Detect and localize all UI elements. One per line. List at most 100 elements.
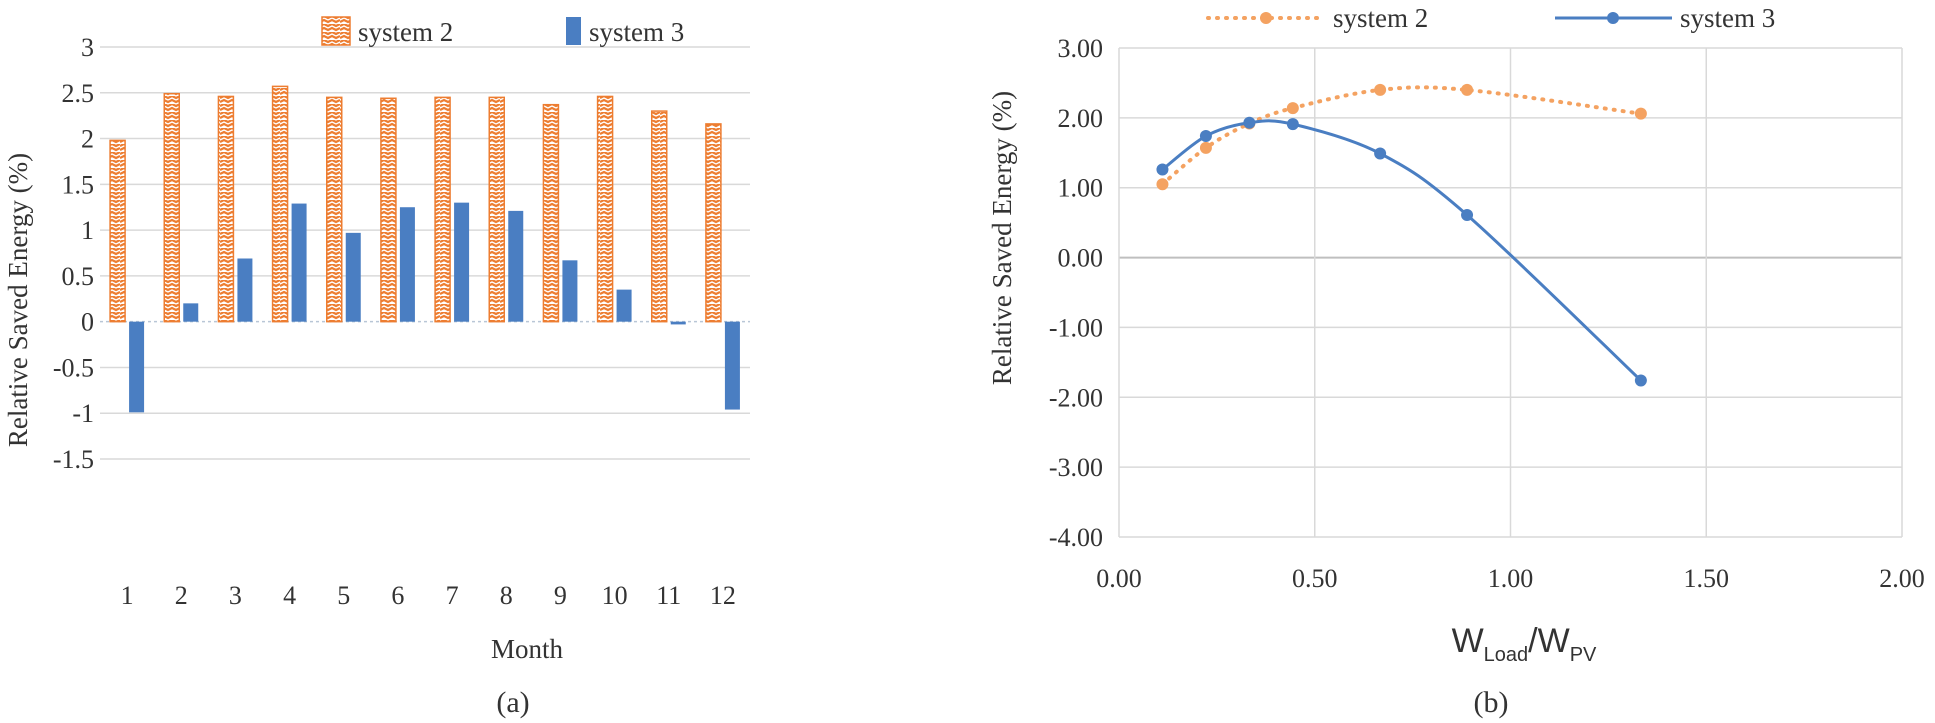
x-tick-label: 1.00 — [1488, 564, 1534, 593]
y-tick-label: -3.00 — [1049, 453, 1103, 482]
bar-system-2 — [542, 103, 560, 323]
y-tick-label: 0.5 — [62, 262, 95, 291]
y-tick-label: -1.5 — [53, 445, 94, 474]
bar-system-2 — [163, 92, 180, 323]
marker-system-2 — [1374, 83, 1387, 96]
legend-label-system-3-b: system 3 — [1680, 3, 1775, 33]
x-tick-label: 4 — [283, 581, 296, 610]
bar-system-3 — [670, 321, 686, 325]
chart-a-caption: (a) — [496, 686, 529, 719]
legend-label-system-2-b: system 2 — [1333, 3, 1428, 33]
bar-system-3 — [616, 289, 632, 322]
chart-a-monthly-bar: 32.521.510.50-0.5-1-1.5 1 2 3 4 5 6 7 8 9 10 11 12 … — [3, 16, 750, 719]
y-tick-label: 0.00 — [1058, 244, 1104, 273]
x-tick-label: 6 — [391, 581, 404, 610]
legend-label-system-3: system 3 — [589, 17, 684, 47]
bar-system-3 — [237, 258, 253, 322]
chart-b-legend: system 2 system 3 — [1206, 3, 1775, 33]
chart-b-x-tick-labels: 0.00 0.50 1.00 1.50 2.00 — [1096, 564, 1925, 593]
x-tick-label: 8 — [500, 581, 513, 610]
chart-b-x-axis-title: WLoad/WPV — [1452, 622, 1597, 666]
chart-b-y-tick-labels: 3.00 2.00 1.00 0.00 -1.00 -2.00 -3.00 -4.00 — [1049, 34, 1103, 552]
x-tick-label: 1 — [121, 581, 134, 610]
bar-system-3 — [183, 303, 199, 322]
x-tick-label: 0.00 — [1096, 564, 1142, 593]
bar-system-3 — [129, 321, 145, 413]
legend-swatch-system-2 — [321, 16, 351, 46]
bar-system-3 — [508, 210, 524, 322]
marker-system-2 — [1156, 178, 1169, 191]
x-tick-label: 2.00 — [1879, 564, 1925, 593]
y-tick-label: 2.00 — [1058, 104, 1104, 133]
y-tick-label: -4.00 — [1049, 523, 1103, 552]
chart-a-gridlines — [100, 46, 750, 460]
bar-system-3 — [291, 203, 307, 322]
marker-system-3 — [1243, 116, 1256, 129]
marker-system-3 — [1199, 130, 1212, 143]
bar-system-2 — [705, 123, 722, 323]
bar-system-2 — [271, 85, 289, 323]
y-tick-label: -0.5 — [53, 353, 94, 382]
y-tick-label: -1.00 — [1049, 313, 1103, 342]
line-system-2 — [1160, 85, 1643, 187]
bar-system-3 — [454, 202, 470, 322]
legend-marker-system-3 — [1607, 12, 1619, 24]
chart-b-caption: (b) — [1474, 686, 1509, 719]
y-tick-label: 2.5 — [62, 79, 95, 108]
line-system-3 — [1161, 119, 1642, 382]
bar-system-2 — [326, 96, 343, 323]
marker-system-3 — [1156, 163, 1169, 176]
x-tick-label: 7 — [446, 581, 459, 610]
bar-system-3 — [724, 321, 740, 410]
chart-a-y-axis-title: Relative Saved Energy (%) — [3, 153, 33, 447]
x-tick-label: 5 — [337, 581, 350, 610]
legend-swatch-system-3 — [566, 17, 581, 45]
chart-a-bars — [109, 85, 740, 413]
bar-system-2 — [596, 95, 614, 323]
x-tick-label: 3 — [229, 581, 242, 610]
marker-system-2 — [1634, 107, 1647, 120]
chart-a-x-axis-title: Month — [491, 634, 564, 664]
marker-system-3 — [1286, 118, 1299, 131]
x-tick-label: 10 — [602, 581, 628, 610]
y-tick-label: 0 — [81, 308, 94, 337]
legend-marker-system-2 — [1260, 12, 1272, 24]
marker-system-3 — [1634, 374, 1647, 387]
bar-system-2 — [651, 110, 668, 323]
legend-label-system-2: system 2 — [358, 17, 453, 47]
marker-system-3 — [1374, 147, 1387, 160]
x-tick-label: 2 — [175, 581, 188, 610]
x-tick-label: 12 — [710, 581, 736, 610]
marker-system-2 — [1286, 102, 1299, 115]
bar-system-3 — [399, 207, 415, 322]
bar-system-2 — [380, 97, 397, 323]
bar-system-2 — [488, 96, 505, 323]
marker-system-2 — [1461, 83, 1474, 96]
bar-system-2 — [434, 96, 451, 323]
marker-system-3 — [1461, 208, 1474, 221]
y-tick-label: 1.00 — [1058, 174, 1104, 203]
y-tick-label: 3.00 — [1058, 34, 1104, 63]
chart-b-line: 3.00 2.00 1.00 0.00 -1.00 -2.00 -3.00 -4.00 0.0… — [987, 3, 1925, 719]
marker-system-2 — [1199, 141, 1212, 154]
bar-system-2 — [217, 95, 235, 323]
x-tick-label: 1.50 — [1684, 564, 1730, 593]
x-tick-label: 9 — [554, 581, 567, 610]
bar-system-2 — [109, 139, 126, 323]
y-tick-label: -1 — [72, 399, 94, 428]
chart-b-y-axis-title: Relative Saved Energy (%) — [987, 91, 1017, 385]
bar-system-3 — [345, 232, 361, 322]
y-tick-label: 1.5 — [62, 170, 95, 199]
y-tick-label: 1 — [81, 216, 94, 245]
bar-system-3 — [562, 260, 578, 322]
chart-b-gridlines — [1118, 47, 1903, 538]
chart-a-legend: system 2 system 3 — [321, 16, 684, 47]
chart-a-y-tick-labels: 3 2.5 2 1.5 1 0.5 0 -0.5 -1 -1.5 — [53, 33, 94, 474]
y-tick-label: 3 — [81, 33, 94, 62]
chart-b-series — [1156, 83, 1647, 387]
x-tick-label: 0.50 — [1292, 564, 1338, 593]
y-tick-label: -2.00 — [1049, 383, 1103, 412]
y-tick-label: 2 — [81, 125, 94, 154]
x-tick-label: 11 — [656, 581, 681, 610]
